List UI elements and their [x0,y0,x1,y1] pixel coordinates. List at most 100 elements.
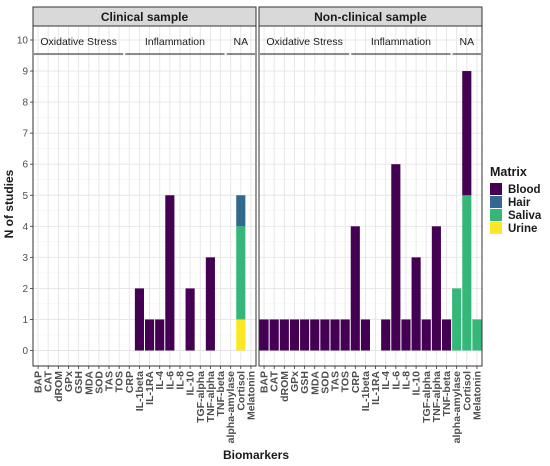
panels-layer: Clinical sample Oxidative Stress Inflammat… [17,6,483,444]
x-tick-label: IL-6 [164,371,176,390]
y-tick-label: 2 [22,284,28,295]
x-tick-label: dROM [279,371,291,402]
bar-segment-saliva [472,319,482,351]
bar-segment-blood [431,226,441,351]
x-tick-label: TNF-alpha [431,371,443,422]
plot-background [259,26,482,366]
bar-segment-blood [205,257,215,351]
x-axis: BAPCATdROMGPxGSHMDASODTASTOSCRPIL-1betaI… [259,366,483,444]
bar-segment-blood [279,319,289,351]
x-tick-label: GPx [63,371,75,392]
group-label: NA [459,36,474,48]
bar-segment-blood [145,319,155,351]
x-tick-label: IL-1RA [144,371,156,405]
group-label: Inflammation [145,36,205,48]
x-tick-label: CRP [350,371,362,393]
x-tick-label: TNF-beta [441,371,453,417]
bar-segment-urine [236,319,246,351]
bar-segment-blood [259,319,269,351]
y-tick-label: 6 [22,160,28,171]
x-tick-label: Cortisol [461,371,473,411]
x-tick-label: IL-1RA [370,371,382,405]
x-axis: BAPCATdROMGPxGSHMDASODTASTOSCRPIL-1betaI… [33,366,257,444]
x-tick-label: TOS [114,371,126,392]
bar-segment-blood [310,319,320,351]
legend-title: Matrix [490,165,527,179]
legend-label-hair: Hair [508,197,531,209]
y-tick-label: 7 [22,129,28,140]
legend-label-urine: Urine [508,223,537,235]
legend-label-blood: Blood [508,184,541,196]
bar-segment-blood [134,288,144,351]
bars [259,71,482,351]
group-label: Oxidative Stress [40,36,116,48]
x-tick-label: TNF-beta [215,371,227,417]
bar-segment-blood [185,288,195,351]
panel-border [32,25,257,367]
x-tick-label: SOD [93,371,105,394]
x-tick-label: alpha-amylase [451,371,463,444]
x-tick-label: GSH [73,371,85,394]
y-tick-label: 5 [22,191,28,202]
bar-segment-blood [391,164,401,351]
x-tick-label: TOS [340,371,352,392]
y-axis-title: N of studies [2,169,16,238]
bar-segment-blood [330,319,340,351]
x-tick-label: IL-4 [154,371,166,390]
bar-segment-blood [289,319,300,351]
y-tick-label: 9 [22,67,28,78]
x-tick-label: Cortisol [235,371,247,411]
panel-clinical: Clinical sample Oxidative Stress Inflammat… [32,6,257,444]
panel-title: Clinical sample [101,10,189,24]
y-axis: 0 1 2 3 4 5 6 7 8 9 10 [17,36,33,357]
x-tick-label: Melatonin [471,371,483,420]
x-tick-label: IL-1beta [360,371,372,411]
panel-border [258,25,483,367]
x-tick-label: TGF-alpha [421,371,433,423]
legend-swatch-hair [490,196,502,208]
x-tick-label: IL-4 [380,371,392,390]
x-tick-label: TGF-alpha [195,371,207,423]
legend-swatch-blood [490,183,502,195]
bar-segment-blood [441,319,452,351]
group-label: NA [233,36,248,48]
y-tick-label: 0 [22,346,28,357]
group-labels: Oxidative Stress Inflammation NA [260,36,481,55]
bar-segment-hair [236,195,246,227]
bar-segment-blood [360,319,370,351]
x-tick-label: IL-1beta [134,371,146,411]
x-tick-label: dROM [53,371,65,402]
x-tick-label: alpha-amylase [225,371,237,444]
x-tick-label: CAT [269,370,281,391]
x-tick-label: TAS [104,371,116,391]
x-tick-label: CAT [43,370,55,391]
y-tick-label: 1 [22,315,28,326]
bars [134,195,246,351]
x-tick-label: BAP [259,371,271,393]
x-tick-label: IL-10 [185,371,197,396]
bar-segment-saliva [236,226,246,320]
group-label: Inflammation [371,36,431,48]
group-label: Oxidative Stress [266,36,342,48]
y-tick-label: 4 [22,222,28,233]
group-labels: Oxidative Stress Inflammation NA [34,36,255,55]
panel-non-clinical: Non-clinical sample Oxidative Stress Infla… [258,6,483,444]
x-tick-label: IL-6 [390,371,402,390]
x-tick-label: Melatonin [245,371,257,420]
bar-segment-blood [381,319,391,351]
legend-label-saliva: Saliva [508,210,542,222]
x-tick-label: TAS [330,371,342,391]
bar-segment-blood [421,319,431,351]
bar-segment-blood [269,319,279,351]
panel-title: Non-clinical sample [314,10,427,24]
bar-segment-blood [320,319,330,351]
bar-segment-blood [340,319,350,351]
bar-segment-blood [300,319,310,351]
legend-swatch-saliva [490,209,502,221]
bar-segment-blood [350,226,360,351]
plot-background [33,26,256,366]
y-tick-label: 3 [22,253,28,264]
bar-segment-blood [462,71,472,196]
